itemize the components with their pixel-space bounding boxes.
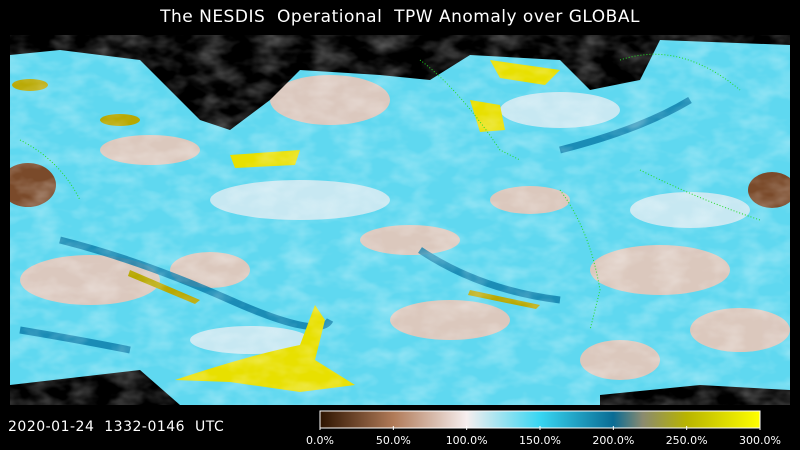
colorbar-tick-label: 50.0% [376,434,411,447]
colorbar-tick-label: 0.0% [306,434,334,447]
colorbar-tick-label: 300.0% [739,434,781,447]
title: The NESDIS Operational TPW Anomaly over … [159,7,640,27]
colorbar-tick-label: 250.0% [666,434,708,447]
anomaly-map [10,35,790,405]
colorbar [319,410,761,429]
colorbar-tick-label: 200.0% [592,434,634,447]
colorbar-tick-label: 100.0% [446,434,488,447]
timestamp: 2020-01-24 1332-0146 UTC [8,419,224,435]
colorbar-tick-label: 150.0% [519,434,561,447]
